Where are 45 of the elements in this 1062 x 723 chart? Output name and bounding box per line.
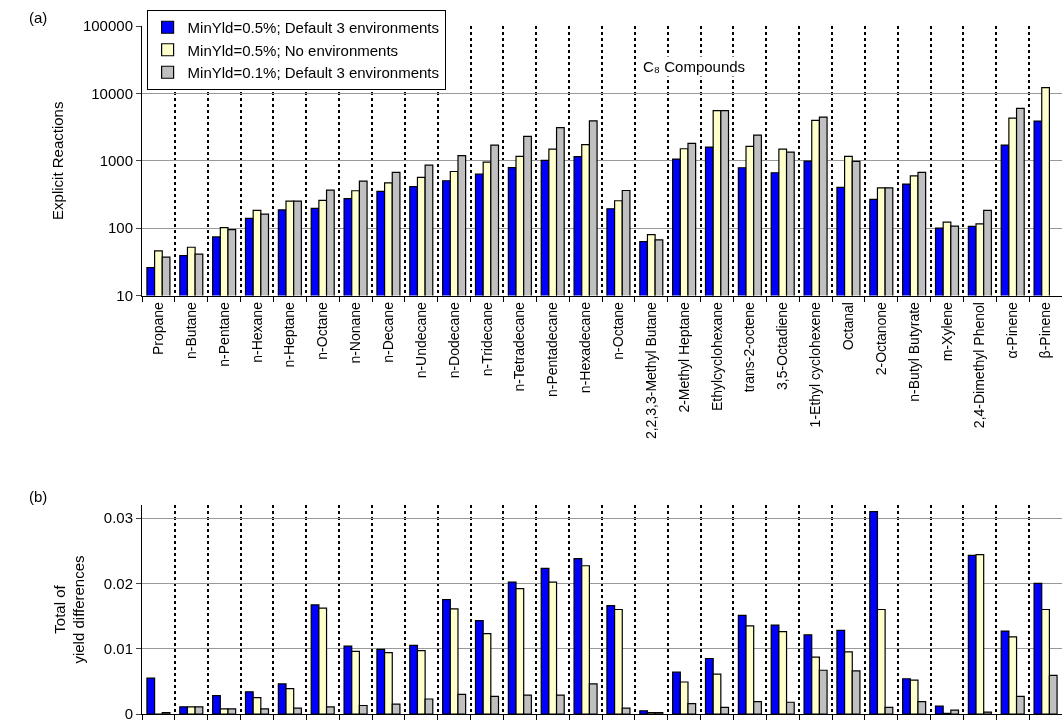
x-tick-label: n-Octane xyxy=(314,301,331,360)
x-tick-label: n-Butyl Butyrate xyxy=(905,301,922,402)
legend-label: MinYld=0.5%; No environments xyxy=(187,41,399,59)
y-tick-label: 100000 xyxy=(82,17,133,35)
x-tick-label: Ethylcyclohexane xyxy=(708,301,725,412)
y-tick-label: 1000 xyxy=(99,152,133,169)
x-tick-label: m-Xylene xyxy=(938,301,955,362)
x-tick-label: n-Nonane xyxy=(347,301,364,364)
y-tick-label: 0.02 xyxy=(103,574,133,592)
x-tick-label: n-Hexadecane xyxy=(577,301,594,394)
x-tick-label: n-Tridecane xyxy=(478,301,495,377)
y-axis-title: Explicit Reactions xyxy=(49,101,67,220)
annotation: C₈ Compounds xyxy=(643,58,746,75)
x-tick-label: trans-2-octene xyxy=(741,301,758,393)
x-tick-label: n-Decane xyxy=(379,301,396,363)
y-tick-label: 0 xyxy=(124,705,133,723)
x-tick-label: n-Pentane xyxy=(215,301,232,367)
x-tick-label: n-Dodecane xyxy=(445,301,462,379)
x-tick-label: n-Hexane xyxy=(248,301,265,363)
chart-title: (b) xyxy=(29,488,48,505)
y-tick-label: 10 xyxy=(116,286,133,304)
y-tick-label: 0.01 xyxy=(103,639,133,657)
x-tick-label: 2-Methyl Heptane xyxy=(675,301,692,413)
x-tick-label: 2,4-Dimethyl Phenol xyxy=(971,302,988,429)
x-tick-label: n-Octane xyxy=(609,301,626,360)
y-tick-label: 10000 xyxy=(91,84,133,102)
x-tick-label: n-Butane xyxy=(182,301,199,359)
x-tick-label: n-Pentadecane xyxy=(544,301,561,398)
x-tick-label: α-Pinene xyxy=(1004,301,1021,359)
chart-title: (a) xyxy=(29,9,48,26)
legend-label: MinYld=0.5%; Default 3 environments xyxy=(187,19,439,37)
y-axis-title: Total of yield differences xyxy=(50,555,88,664)
x-tick-label: β-Pinene xyxy=(1037,301,1054,359)
x-tick-label: 2,2,3,3-Methyl Butane xyxy=(642,301,659,440)
x-tick-label: n-Undecane xyxy=(412,301,429,379)
y-tick-label: 0.03 xyxy=(103,509,133,527)
x-tick-label: 2-Octanone xyxy=(872,301,889,376)
x-tick-label: n-Heptane xyxy=(281,301,298,368)
x-tick-label: Octanal xyxy=(839,302,856,351)
legend-label: MinYld=0.1%; Default 3 environments xyxy=(187,64,439,82)
x-tick-label: Propane xyxy=(149,301,166,356)
y-tick-label: 100 xyxy=(107,219,133,237)
x-tick-label: 3,5-Octadiene xyxy=(774,301,791,391)
x-tick-label: 1-Ethyl cyclohexene xyxy=(807,301,824,428)
x-tick-label: n-Tetradecane xyxy=(511,301,528,392)
